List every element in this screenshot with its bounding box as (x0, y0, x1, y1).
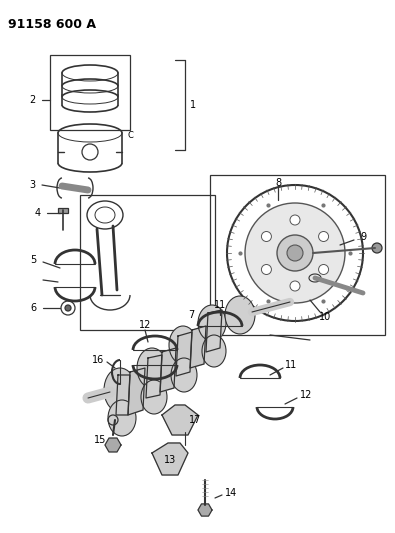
Polygon shape (176, 332, 192, 376)
Text: 4: 4 (35, 208, 41, 218)
Text: 11: 11 (285, 360, 297, 370)
Text: 15: 15 (94, 435, 106, 445)
Circle shape (261, 231, 271, 241)
Text: 11: 11 (214, 300, 226, 310)
Text: 6: 6 (30, 303, 36, 313)
Text: 16: 16 (92, 355, 104, 365)
Text: 12: 12 (300, 390, 312, 400)
Ellipse shape (137, 348, 167, 388)
Ellipse shape (169, 326, 197, 364)
Polygon shape (116, 375, 130, 415)
Text: 10: 10 (319, 312, 331, 322)
Ellipse shape (198, 305, 226, 341)
Ellipse shape (171, 358, 197, 392)
Bar (210, 175, 385, 335)
Text: 8: 8 (275, 178, 281, 188)
Circle shape (319, 264, 329, 274)
Ellipse shape (202, 335, 226, 367)
Circle shape (319, 231, 329, 241)
Text: 17: 17 (189, 415, 201, 425)
Text: 91158 600 A: 91158 600 A (8, 18, 96, 31)
Polygon shape (198, 504, 212, 516)
Polygon shape (162, 405, 198, 435)
Circle shape (261, 264, 271, 274)
Text: 13: 13 (164, 455, 176, 465)
Polygon shape (190, 326, 206, 368)
Polygon shape (152, 443, 188, 475)
Text: C: C (127, 131, 133, 140)
Text: 5: 5 (30, 255, 36, 265)
Circle shape (65, 305, 71, 311)
Circle shape (287, 245, 303, 261)
Bar (50, 55, 130, 130)
Text: 2: 2 (29, 95, 35, 105)
Text: 9: 9 (360, 232, 366, 242)
Text: 12: 12 (139, 320, 151, 330)
Text: 7: 7 (188, 310, 194, 320)
Polygon shape (206, 310, 222, 352)
Circle shape (245, 203, 345, 303)
Ellipse shape (108, 400, 136, 436)
Circle shape (290, 215, 300, 225)
Polygon shape (128, 368, 145, 415)
Text: 3: 3 (29, 180, 35, 190)
Ellipse shape (141, 380, 167, 414)
Text: 1: 1 (190, 100, 196, 110)
Text: 14: 14 (225, 488, 237, 498)
Circle shape (277, 235, 313, 271)
Bar (80, 195, 215, 330)
Circle shape (372, 243, 382, 253)
Polygon shape (105, 438, 121, 452)
Polygon shape (146, 355, 162, 398)
Ellipse shape (104, 368, 136, 412)
Ellipse shape (225, 296, 255, 334)
Polygon shape (160, 348, 176, 392)
Circle shape (290, 281, 300, 291)
Bar (58, 208, 68, 213)
